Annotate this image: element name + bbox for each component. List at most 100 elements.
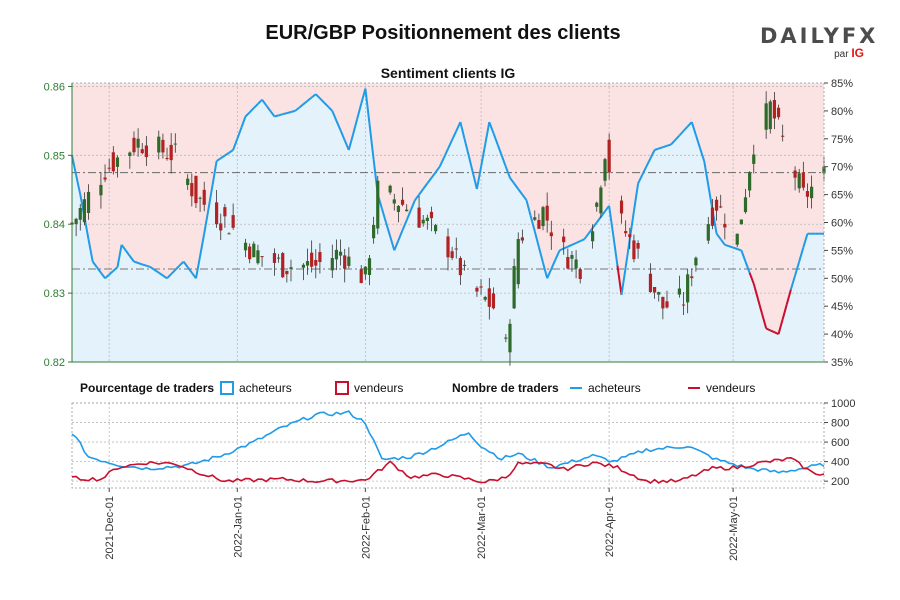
price-tick-label: 0.82 [44,357,65,369]
sentiment-line-segment [71,155,78,176]
candle-body [574,259,578,269]
sentiment-line-segment [447,139,454,150]
sentiment-line-segment [756,298,763,314]
sentiment-line-segment [306,96,313,102]
sentiment-line-segment [765,327,771,332]
candle-body [677,288,681,295]
candle-body [657,292,661,295]
legend-pct-short: vendeurs [335,380,403,396]
sentiment-line-segment [575,240,581,244]
sentiment-line-segment [719,238,726,246]
sentiment-line-segment [666,143,672,147]
candle-body [111,152,115,172]
sentiment-line-segment [430,171,437,179]
price-tick-label: 0.85 [44,150,65,162]
candle-body [421,219,425,224]
sentiment-line-segment [761,313,768,329]
candle-body [396,205,401,212]
sentiment-line-segment [620,266,627,296]
sentiment-line-segment [682,125,689,132]
sentiment-line-segment [426,177,433,185]
candle-body [723,223,727,228]
sentiment-line-segment [748,272,755,285]
sentiment-line-segment [703,160,710,186]
date-tick-label: 2022-Jan-01 [232,496,244,558]
candle-body [78,207,82,220]
candle-body [454,248,458,250]
candle-body [157,136,161,153]
sentiment-line-segment [95,266,102,274]
date-tick-label: 2022-Mar-01 [476,496,488,559]
sentiment-line-segment [141,263,147,267]
sentiment-line-segment [542,262,549,279]
sentiment-line-segment [694,134,701,149]
sentiment-line-segment [203,209,210,234]
candle-body [417,207,421,228]
sentiment-line-segment [265,104,272,112]
sentiment-line-segment [310,93,317,99]
count-tick-label: 200 [831,476,849,488]
candle-body [810,186,814,199]
candle-body [516,239,520,285]
sentiment-line-segment [595,216,602,224]
sentiment-line-segment [509,177,515,184]
sentiment-line-segment [781,304,788,320]
candle-body [764,103,768,130]
sentiment-line-segment [732,246,738,250]
sentiment-line-segment [380,208,387,223]
candle-body [227,233,231,235]
candle-body [603,159,607,181]
pct-tick-label: 40% [831,329,853,341]
pct-tick-label: 60% [831,218,853,230]
candle-body [805,191,810,197]
candle-body [619,200,624,214]
candle-body [99,184,103,196]
sentiment-line-segment [567,243,573,248]
pct-tick-label: 55% [831,245,853,257]
candle-body [743,197,748,213]
sentiment-line-segment [356,103,363,120]
price-tick-label: 0.84 [44,219,65,231]
sentiment-line-segment [91,261,98,268]
sentiment-line-segment [715,233,722,240]
candle-body [578,269,582,279]
candle-body [231,215,235,228]
pct-tick-label: 45% [831,301,853,313]
sentiment-line-segment [298,103,305,109]
candle-body [562,236,566,243]
pct-tick-label: 85% [831,78,853,90]
sentiment-line-segment [591,221,598,229]
candle-body [768,101,772,130]
price-tick-label: 0.86 [44,81,65,93]
sentiment-line-segment [124,249,131,257]
sentiment-line-segment [302,100,309,105]
candle-body [520,237,524,241]
candle-body [446,236,450,258]
sentiment-line-segment [769,329,775,334]
date-tick-label: 2022-May-01 [728,496,740,561]
sentiment-line-segment [405,209,412,221]
sentiment-line-segment [492,132,499,145]
sentiment-line-segment [467,155,474,173]
sentiment-line-segment [785,289,792,305]
sentiment-line-segment [752,283,759,300]
candle-body [776,107,781,118]
candle-body [74,218,78,225]
candle-body [661,296,665,309]
candle-body [305,261,310,266]
sentiment-line-segment [546,268,553,279]
sentiment-line-segment [699,147,706,162]
pct-tick-label: 70% [831,162,853,174]
sentiment-line-segment [624,239,631,268]
candle-body [260,256,264,258]
sentiment-line-segment [87,239,94,262]
sentiment-line-segment [274,114,279,118]
candle-body [115,157,120,167]
pct-tick-label: 80% [831,106,853,118]
sentiment-line-segment [563,245,569,250]
candle-body [198,197,202,199]
sentiment-line-segment [525,199,532,217]
count-tick-label: 1000 [831,398,855,410]
candle-body [690,276,694,279]
